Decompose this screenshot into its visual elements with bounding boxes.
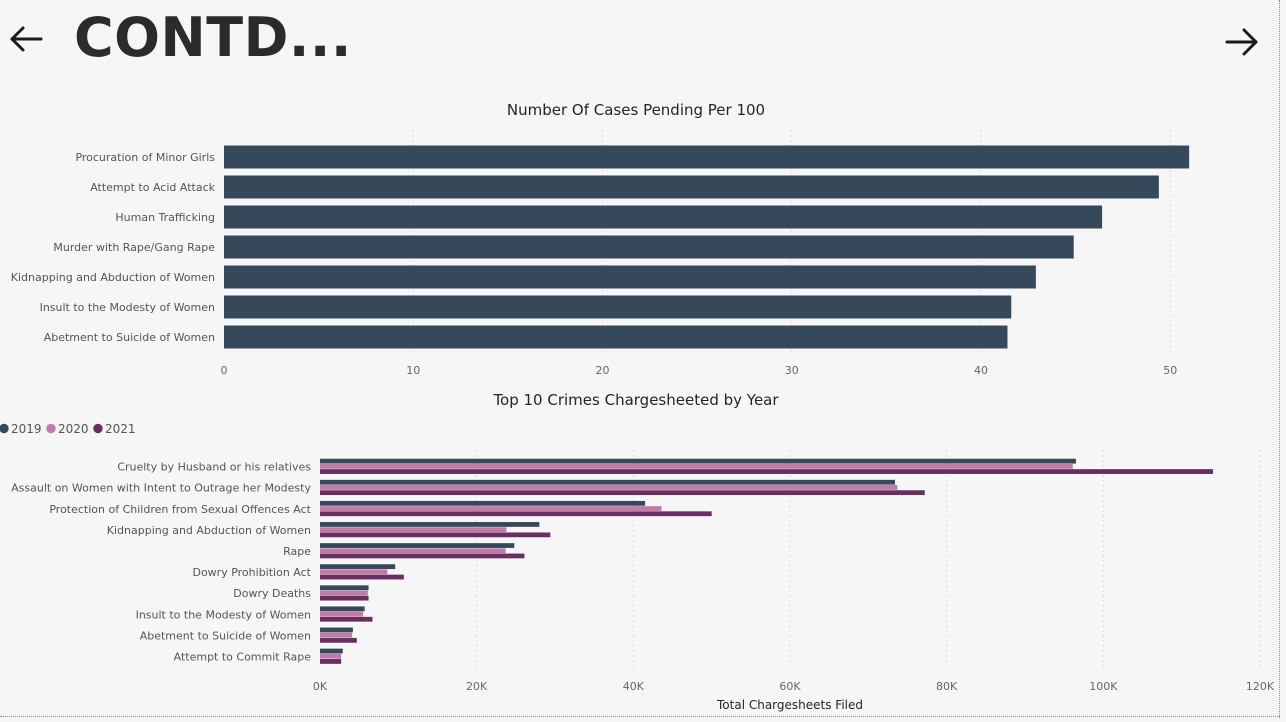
bar-2021 xyxy=(320,574,404,580)
bar-2019 xyxy=(320,543,515,548)
bar xyxy=(224,325,1008,349)
category-label: Assault on Women with Intent to Outrage … xyxy=(11,482,311,495)
x-axis-title: Total Chargesheets Filed xyxy=(716,698,863,712)
legend-marker xyxy=(93,423,103,434)
bar xyxy=(224,295,1012,319)
category-label: Murder with Rape/Gang Rape xyxy=(53,241,215,254)
bar-2020 xyxy=(320,569,388,575)
x-tick-label: 120K xyxy=(1246,680,1275,693)
legend-label: 2019 xyxy=(11,422,42,436)
bar-2021 xyxy=(320,616,373,622)
x-tick-label: 40 xyxy=(974,364,988,377)
bar-2021 xyxy=(320,659,342,664)
pending-cases-chart: Number Of Cases Pending Per 100 0 10 20 30 40… xyxy=(11,101,1190,377)
bar xyxy=(224,145,1190,169)
page-border-bottom xyxy=(0,716,1280,717)
category-label: Insult to the Modesty of Women xyxy=(136,608,311,621)
bar-2020 xyxy=(320,463,1073,469)
x-tick-label: 10 xyxy=(406,364,420,377)
category-label: Kidnapping and Abduction of Women xyxy=(107,524,311,537)
chargesheet-by-year-chart: Top 10 Crimes Chargesheeted by Year 2019 2… xyxy=(0,391,1275,712)
bar-2020 xyxy=(320,653,342,659)
bar xyxy=(224,205,1103,229)
category-label: Procuration of Minor Girls xyxy=(75,151,215,164)
bar-2021 xyxy=(320,637,357,643)
x-tick-label: 80K xyxy=(936,680,958,693)
bar-2021 xyxy=(320,469,1213,474)
bar-2021 xyxy=(320,511,712,517)
bar-2019 xyxy=(320,522,540,527)
category-label: Kidnapping and Abduction of Women xyxy=(11,271,215,284)
bar-2020 xyxy=(320,611,364,617)
legend-label: 2021 xyxy=(105,422,136,436)
arrow-right-icon xyxy=(1225,28,1258,56)
bar-2019 xyxy=(320,648,343,654)
x-tick-label: 0 xyxy=(221,364,228,377)
bar-2021 xyxy=(320,553,525,559)
x-tick-label: 60K xyxy=(779,680,801,693)
bar-2020 xyxy=(320,527,507,533)
category-label: Human Trafficking xyxy=(115,211,215,224)
category-label: Dowry Deaths xyxy=(233,587,311,600)
x-tick-label: 0K xyxy=(313,680,328,693)
x-tick-label: 30 xyxy=(785,364,799,377)
bar-2019 xyxy=(320,479,895,485)
x-tick-label: 20 xyxy=(595,364,609,377)
category-label: Attempt to Commit Rape xyxy=(174,650,312,663)
bar-2020 xyxy=(320,548,506,554)
legend-label: 2020 xyxy=(58,422,89,436)
x-tick-label: 20K xyxy=(466,680,488,693)
bar-2020 xyxy=(320,632,353,638)
chart-title: Top 10 Crimes Chargesheeted by Year xyxy=(492,391,779,409)
bar-2019 xyxy=(320,500,646,506)
arrow-left-icon xyxy=(10,26,43,52)
bar-2021 xyxy=(320,595,369,601)
bar xyxy=(224,265,1036,289)
next-button[interactable] xyxy=(1224,26,1260,58)
category-label: Dowry Prohibition Act xyxy=(192,566,311,579)
x-tick-label: 100K xyxy=(1089,680,1118,693)
bar-2019 xyxy=(320,585,369,591)
legend-marker xyxy=(46,423,56,434)
bar xyxy=(224,175,1159,199)
category-label: Attempt to Acid Attack xyxy=(90,181,215,194)
bar xyxy=(224,235,1074,259)
x-tick-label: 50 xyxy=(1163,364,1177,377)
bar-2020 xyxy=(320,485,898,490)
category-label: Abetment to Suicide of Women xyxy=(44,331,215,344)
bar-2020 xyxy=(320,506,662,511)
category-label: Insult to the Modesty of Women xyxy=(40,301,215,314)
category-label: Protection of Children from Sexual Offen… xyxy=(49,503,311,516)
category-label: Cruelty by Husband or his relatives xyxy=(117,461,311,474)
bar-2021 xyxy=(320,490,925,496)
bar-2020 xyxy=(320,590,368,596)
page-title: CONTD... xyxy=(74,6,352,69)
x-tick-label: 40K xyxy=(623,680,645,693)
category-label: Abetment to Suicide of Women xyxy=(140,629,311,642)
bar-2019 xyxy=(320,458,1076,464)
chart-title: Number Of Cases Pending Per 100 xyxy=(507,101,765,119)
back-button[interactable] xyxy=(8,24,44,54)
bar-2021 xyxy=(320,532,551,538)
bar-2019 xyxy=(320,627,353,633)
legend-marker xyxy=(0,423,9,434)
page-border-right xyxy=(1279,0,1280,718)
bar-2019 xyxy=(320,606,365,612)
category-label: Rape xyxy=(283,545,311,558)
bar-2019 xyxy=(320,564,396,570)
